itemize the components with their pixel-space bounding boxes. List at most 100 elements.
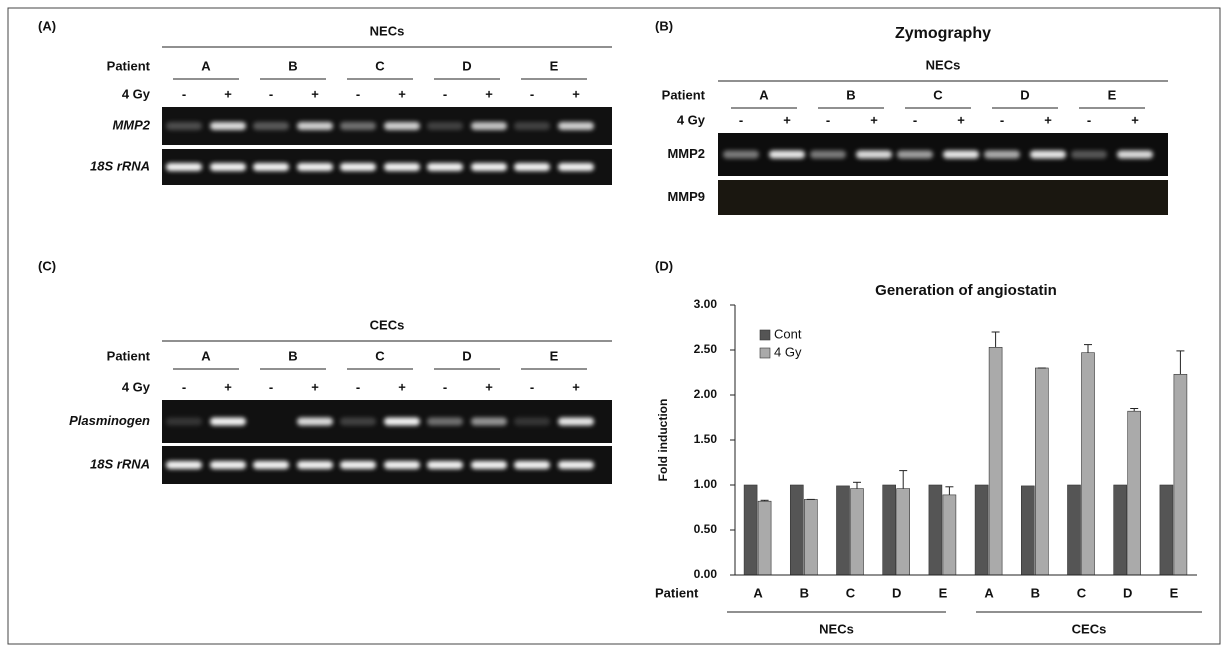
patient-label: B <box>846 87 855 102</box>
dose-sign: - <box>356 86 360 101</box>
patient-label: B <box>288 58 297 73</box>
patient-label: A <box>759 87 769 102</box>
dose-sign: + <box>572 86 580 101</box>
gel-band <box>166 122 202 130</box>
gel-band <box>297 122 333 130</box>
gel-band <box>558 461 594 469</box>
band-label: Plasminogen <box>69 413 150 428</box>
gel-band <box>1030 150 1066 159</box>
dose-sign: + <box>870 112 878 127</box>
gel-band <box>427 461 463 469</box>
patient-label: A <box>201 58 211 73</box>
legend-swatch <box>759 347 771 359</box>
group-label: NECs <box>819 621 854 636</box>
dose-sign: + <box>311 379 319 394</box>
gel-band <box>427 122 463 130</box>
gel-band <box>297 163 333 171</box>
gel-band <box>810 150 846 159</box>
x-tick-label: D <box>1123 585 1132 600</box>
bar <box>743 484 758 576</box>
dose-sign: + <box>1044 112 1052 127</box>
patient-label: D <box>1020 87 1029 102</box>
dose-sign: + <box>783 112 791 127</box>
row-label: Patient <box>662 87 706 102</box>
bar <box>1020 485 1035 576</box>
gel-band <box>471 417 507 426</box>
dose-sign: + <box>1131 112 1139 127</box>
gel-band <box>384 122 420 130</box>
error-bar <box>853 481 861 489</box>
gel-band <box>340 122 376 130</box>
y-tick-label: 3.00 <box>694 297 718 311</box>
y-axis-label: Fold induction <box>656 399 670 482</box>
x-tick-label: C <box>1077 585 1087 600</box>
gel-band <box>210 163 246 171</box>
error-bar <box>945 486 954 495</box>
panel-label: (A) <box>38 18 56 33</box>
dose-sign: - <box>443 379 447 394</box>
bar <box>1035 367 1049 576</box>
y-tick-label: 1.00 <box>694 477 718 491</box>
bar <box>882 484 897 576</box>
x-tick-label: C <box>846 585 856 600</box>
patient-label: C <box>375 348 385 363</box>
group-label: NECs <box>370 23 405 38</box>
row-label: 4 Gy <box>677 112 706 127</box>
gel-band <box>856 150 892 159</box>
band-label: MMP2 <box>112 117 150 132</box>
dose-sign: + <box>398 379 406 394</box>
gel-band <box>253 163 289 171</box>
y-tick-label: 2.50 <box>694 342 718 356</box>
dose-sign: - <box>739 112 743 127</box>
panel-label: (D) <box>655 258 673 273</box>
error-bar <box>1130 408 1139 412</box>
frame <box>7 7 1221 645</box>
bar <box>896 488 911 576</box>
dose-sign: + <box>311 86 319 101</box>
bar <box>988 346 1003 576</box>
gel-band <box>427 417 463 426</box>
gel-band <box>943 150 979 159</box>
gel-band <box>340 417 376 426</box>
bar <box>1067 484 1081 576</box>
group-label: CECs <box>1072 621 1107 636</box>
x-row-label: Patient <box>655 585 699 600</box>
gel-band <box>210 122 246 130</box>
gel-band <box>769 150 805 159</box>
gel-band <box>984 150 1020 159</box>
x-tick-label: E <box>939 585 948 600</box>
gel-band <box>427 163 463 171</box>
legend-label: Cont <box>774 326 802 341</box>
row-label: 4 Gy <box>122 86 151 101</box>
patient-label: E <box>1108 87 1117 102</box>
band-label: MMP2 <box>667 146 705 161</box>
bar <box>1081 352 1095 576</box>
x-tick-label: B <box>800 585 809 600</box>
legend-label: 4 Gy <box>774 344 802 359</box>
dose-sign: - <box>182 86 186 101</box>
gel-band <box>471 461 507 469</box>
row-label: 4 Gy <box>122 379 151 394</box>
panel-label: (B) <box>655 18 673 33</box>
dose-sign: - <box>530 86 534 101</box>
y-tick-label: 2.00 <box>694 387 718 401</box>
dose-sign: - <box>182 379 186 394</box>
bar <box>836 485 850 576</box>
x-tick-label: E <box>1170 585 1179 600</box>
gel-band <box>514 461 550 469</box>
row-label: Patient <box>107 348 151 363</box>
gel-band <box>297 417 333 426</box>
y-tick-label: 1.50 <box>694 432 718 446</box>
gel-band <box>166 417 202 426</box>
patient-label: D <box>462 348 471 363</box>
dose-sign: - <box>1087 112 1091 127</box>
bar <box>1127 410 1141 576</box>
patient-label: C <box>375 58 385 73</box>
band-label: MMP9 <box>667 189 705 204</box>
dose-sign: + <box>224 379 232 394</box>
dose-sign: - <box>269 86 273 101</box>
patient-label: E <box>550 58 559 73</box>
group-label: NECs <box>926 57 961 72</box>
dose-sign: - <box>913 112 917 127</box>
dose-sign: - <box>443 86 447 101</box>
